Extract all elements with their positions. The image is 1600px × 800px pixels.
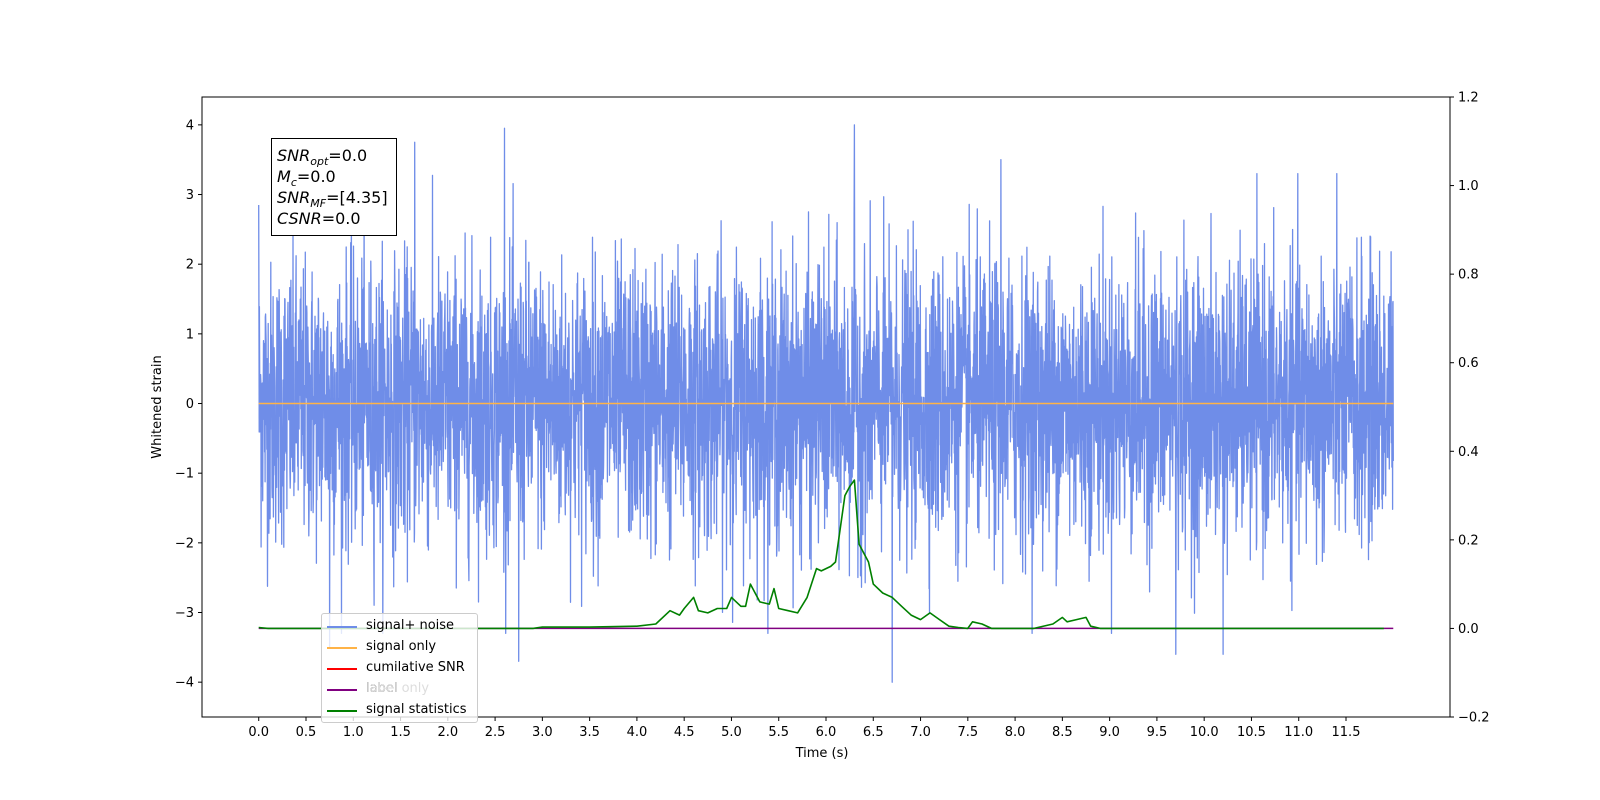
snr-mf-value: =[4.35]: [326, 188, 388, 207]
legend-swatch-signal-statistics: [327, 710, 357, 712]
x-tick-label: 11.5: [1332, 725, 1361, 740]
y-tick-label: 4: [186, 118, 194, 133]
x-tick-label: 2.5: [485, 725, 506, 740]
y2-tick-label: 0.4: [1458, 445, 1479, 460]
y2-tick-label: 1.0: [1458, 179, 1479, 194]
legend-label-signal-only: signal only: [366, 639, 437, 654]
x-tick-label: 0.5: [296, 725, 317, 740]
snr-opt-line: SNRopt=0.0: [277, 146, 368, 168]
y-tick-label: −3: [175, 606, 194, 621]
y-tick-label: 2: [186, 258, 194, 273]
y2-tick-label: 0.6: [1458, 356, 1479, 371]
x-tick-label: 2.0: [437, 725, 458, 740]
csnr-line: CSNR=0.0: [277, 209, 361, 228]
y-tick-label: 1: [186, 327, 194, 342]
x-tick-label: 0.0: [248, 725, 269, 740]
x-tick-label: 4.5: [674, 725, 695, 740]
y-tick-label: 3: [186, 188, 194, 203]
series-line-signal-statistics: [258, 479, 1384, 630]
csnr-value: =0.0: [321, 209, 361, 228]
x-tick-label: 7.0: [910, 725, 931, 740]
x-axis-title: Time (s): [795, 746, 849, 761]
y2-tick-label: 0.0: [1458, 622, 1479, 637]
y-axis-title: Whitened strain: [150, 355, 165, 458]
y2-tick-label: −0.2: [1458, 711, 1490, 726]
legend-item-signal-only: signal only: [322, 637, 477, 658]
legend: signal+ noise signal only cumilative SNR…: [321, 613, 478, 723]
x-tick-label: 1.0: [343, 725, 364, 740]
x-tick-label: 9.5: [1147, 725, 1168, 740]
legend-item-cumulative-snr: cumilative SNR: [322, 658, 477, 679]
legend-swatch-cumulative-snr: [327, 668, 357, 670]
legend-label-signal-statistics: signal statistics: [366, 702, 467, 717]
x-tick-label: 3.5: [579, 725, 600, 740]
mc-value: =0.0: [296, 167, 336, 186]
y2-tick-label: 0.2: [1458, 533, 1479, 548]
legend-item-signal-noise: signal+ noise: [322, 616, 477, 637]
axis-layer: 0.0 0.5 1.0 1.5 2.0 2.5 3.0 3.5 4.0 4.5 5.0 5.5 6.0 6…: [175, 91, 1490, 741]
legend-label-cumulative-snr: cumilative SNR: [366, 660, 465, 675]
y-tick-label: −2: [175, 536, 194, 551]
x-tick-label: 11.0: [1284, 725, 1313, 740]
mc-line: Mc=0.0: [277, 167, 336, 189]
legend-label-label-only: label only: [366, 681, 430, 696]
snr-mf-line: SNRMF=[4.35]: [277, 188, 388, 210]
y-tick-label: −1: [175, 467, 194, 482]
y-tick-label: −4: [175, 676, 194, 691]
x-tick-label: 4.0: [627, 725, 648, 740]
legend-label-signal-noise: signal+ noise: [366, 618, 455, 633]
y2-tick-label: 1.2: [1458, 91, 1479, 106]
x-tick-label: 8.5: [1052, 725, 1073, 740]
x-tick-label: 6.0: [816, 725, 837, 740]
x-tick-label: 8.0: [1005, 725, 1026, 740]
legend-label-label: label: [366, 681, 398, 696]
legend-swatch-signal-only: [327, 647, 357, 649]
x-tick-label: 10.0: [1190, 725, 1219, 740]
series-layer: [258, 124, 1394, 683]
x-tick-label: 1.5: [390, 725, 411, 740]
legend-item-label: label label only: [322, 679, 477, 700]
x-tick-label: 6.5: [863, 725, 884, 740]
series-line-signal-noise: [258, 124, 1394, 683]
x-tick-label: 7.5: [957, 725, 978, 740]
legend-swatch-signal-noise: [327, 626, 357, 628]
x-tick-label: 10.5: [1237, 725, 1266, 740]
x-tick-label: 3.0: [532, 725, 553, 740]
x-tick-label: 9.0: [1099, 725, 1120, 740]
y2-tick-label: 0.8: [1458, 268, 1479, 283]
x-tick-label: 5.0: [721, 725, 742, 740]
legend-item-signal-statistics: signal statistics: [322, 700, 477, 721]
snr-opt-value: =0.0: [328, 146, 368, 165]
y-tick-label: 0: [186, 397, 194, 412]
legend-swatch-label: [327, 689, 357, 691]
x-tick-label: 5.5: [768, 725, 789, 740]
annotation-box: SNRopt=0.0 Mc=0.0 SNRMF=[4.35] CSNR=0.0: [271, 138, 397, 236]
